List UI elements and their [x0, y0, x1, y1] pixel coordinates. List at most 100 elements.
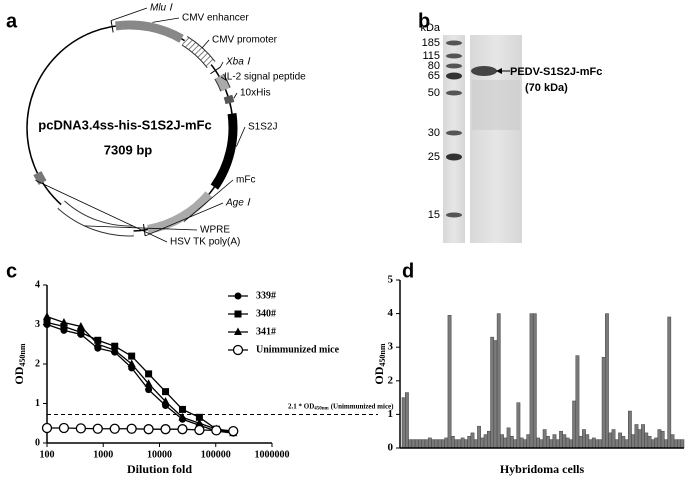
bar: [598, 439, 603, 449]
plasmid-feature: [210, 113, 238, 190]
threshold-rest: (Unimmunized mice): [331, 402, 394, 410]
y-axis-label-main: OD: [12, 366, 26, 384]
bar: [454, 439, 458, 449]
feature-label: IL-2 signal peptide: [224, 72, 306, 83]
marker-label: 65: [428, 70, 440, 82]
bar: [536, 437, 540, 449]
bar: [618, 432, 622, 449]
bar: [470, 432, 475, 449]
feature-label: CMV promoter: [212, 35, 278, 46]
bar: [624, 439, 629, 449]
marker: [59, 318, 68, 326]
marker: [110, 345, 119, 354]
bar: [418, 439, 422, 449]
bar: [670, 434, 675, 449]
marker: [43, 312, 51, 320]
marker-band: [446, 90, 462, 96]
plasmid-feature: [223, 94, 235, 105]
bar: [490, 336, 495, 449]
bar: [601, 357, 606, 449]
y-tick-label: 4: [388, 307, 394, 319]
y-tick-label: 2: [35, 358, 40, 369]
legend-marker: [234, 310, 242, 318]
marker: [195, 418, 204, 427]
bar: [516, 402, 521, 449]
leader-line: [110, 7, 148, 22]
x-tick-label: 100000: [201, 449, 231, 460]
bar: [591, 437, 596, 449]
bar: [503, 437, 508, 449]
site-label: Mlu Ⅰ: [150, 3, 173, 14]
marker: [127, 359, 136, 367]
bar: [644, 432, 649, 449]
bar: [611, 429, 616, 449]
plasmid-feature: [215, 74, 230, 92]
sample-band: [471, 66, 497, 76]
marker: [194, 424, 205, 436]
y-axis-label-sub: 450nm: [378, 343, 387, 366]
marker-label: 115: [422, 50, 440, 62]
plasmid-feature: [58, 201, 134, 236]
legend-marker: [234, 327, 242, 335]
feature-label: WPRE: [200, 225, 230, 236]
sample-smear: [472, 80, 520, 130]
bar: [467, 435, 472, 449]
panel-label: c: [6, 260, 17, 282]
bar: [431, 439, 436, 449]
y-tick-label: 4: [35, 279, 40, 290]
bar: [546, 435, 550, 449]
bar: [660, 430, 665, 449]
marker: [145, 386, 153, 394]
x-tick-label: 10000: [147, 449, 172, 460]
bar: [441, 439, 445, 449]
bar: [457, 439, 462, 449]
bar: [680, 439, 685, 449]
y-axis-label-main: OD: [372, 366, 386, 384]
bar: [405, 392, 409, 449]
bar: [664, 439, 668, 449]
plasmid-feature: [182, 36, 215, 68]
bar: [605, 313, 609, 449]
bar: [582, 429, 586, 449]
bar: [539, 439, 544, 449]
panel-label: b: [418, 10, 430, 32]
y-tick-label: 3: [35, 319, 40, 330]
legend-label: 341#: [256, 326, 276, 337]
marker-label: 25: [428, 151, 440, 163]
site-tick: [143, 223, 146, 237]
bar: [487, 430, 491, 449]
bar: [608, 432, 613, 449]
marker: [144, 379, 153, 387]
bar: [427, 437, 432, 449]
bar: [549, 439, 554, 449]
bar: [634, 424, 639, 449]
bar: [565, 437, 570, 449]
marker: [161, 397, 170, 405]
bar: [650, 439, 655, 449]
marker-band: [446, 63, 462, 69]
marker-band: [446, 40, 462, 46]
bar: [500, 434, 504, 449]
marker: [76, 321, 85, 330]
plasmid-size: 7309 bp: [104, 142, 152, 157]
feature-label: CMV enhancer: [182, 13, 249, 24]
marker: [162, 388, 170, 396]
bar: [447, 315, 452, 449]
bar: [526, 434, 531, 449]
series-line: [46, 315, 234, 434]
marker-band: [446, 212, 462, 218]
y-axis-label-sub: 450nm: [18, 343, 27, 366]
marker: [178, 412, 187, 421]
band-arrowhead: [496, 68, 502, 74]
marker: [178, 405, 186, 413]
plasmid-feature: [115, 20, 184, 43]
marker: [126, 423, 137, 434]
y-tick-label: 2: [388, 374, 394, 386]
site-label: Xba Ⅰ: [225, 57, 251, 68]
threshold-sub: 450nm: [314, 407, 329, 412]
marker-label: 30: [428, 127, 440, 139]
bar: [614, 439, 619, 449]
plasmid-feature: [33, 171, 47, 185]
leader-line: [201, 39, 210, 49]
